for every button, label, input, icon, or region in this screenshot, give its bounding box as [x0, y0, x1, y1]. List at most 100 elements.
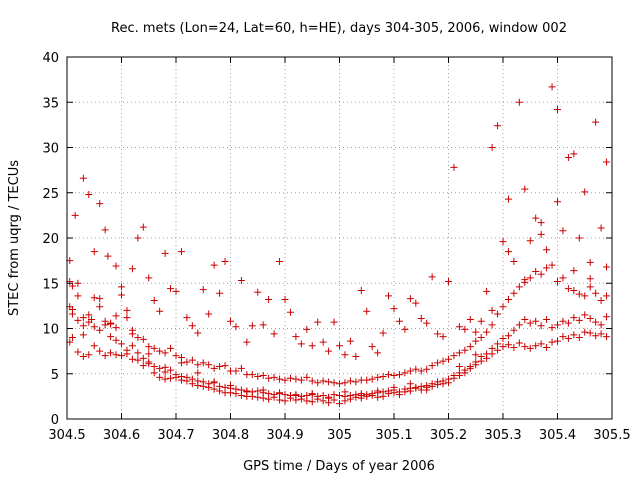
data-point	[543, 264, 551, 272]
data-point	[303, 373, 311, 381]
data-point	[406, 295, 414, 303]
data-point	[319, 338, 327, 346]
data-point	[603, 263, 611, 271]
data-point	[128, 355, 136, 363]
data-point	[401, 369, 409, 377]
data-point	[286, 308, 294, 316]
data-point	[297, 340, 305, 348]
data-point	[74, 316, 82, 324]
y-tick-label: 20	[42, 232, 59, 247]
data-point	[352, 353, 360, 361]
data-point	[145, 343, 153, 351]
data-point	[499, 334, 507, 342]
data-point	[515, 339, 523, 347]
data-point	[156, 307, 164, 315]
data-point	[346, 395, 354, 403]
data-point	[390, 372, 398, 380]
data-point	[521, 276, 529, 284]
y-tick-label: 35	[42, 96, 59, 111]
data-point	[194, 329, 202, 337]
data-point	[445, 355, 452, 363]
data-point	[194, 369, 202, 377]
data-points	[66, 83, 611, 408]
axis-ticks	[66, 56, 613, 420]
data-point	[559, 317, 567, 325]
data-point	[504, 341, 512, 349]
x-tick-label: 305.4	[539, 428, 576, 443]
data-point	[90, 342, 98, 350]
data-point	[96, 200, 104, 208]
data-point	[188, 380, 196, 388]
data-point	[265, 296, 273, 304]
data-point	[292, 375, 300, 383]
data-point	[254, 288, 262, 296]
data-point	[412, 365, 420, 373]
data-point	[139, 354, 147, 362]
data-point	[379, 392, 387, 400]
data-point	[281, 376, 289, 384]
data-point	[543, 315, 551, 323]
data-point	[199, 286, 207, 294]
data-point	[90, 294, 98, 302]
data-point	[428, 273, 436, 281]
data-point	[548, 83, 556, 91]
data-point	[161, 349, 169, 357]
data-point	[494, 346, 502, 354]
data-point	[112, 351, 120, 359]
data-point	[183, 314, 191, 322]
data-point	[74, 348, 82, 356]
data-point	[145, 350, 153, 358]
data-point	[428, 382, 436, 390]
data-point	[450, 374, 458, 382]
data-point	[581, 311, 589, 319]
data-point	[199, 382, 207, 390]
data-point	[581, 328, 589, 336]
data-point	[177, 376, 185, 384]
data-point	[363, 392, 371, 400]
data-point	[439, 377, 447, 385]
data-point	[172, 287, 180, 295]
data-point	[548, 324, 556, 332]
data-point	[221, 362, 229, 370]
data-point	[205, 310, 213, 318]
y-tick-label: 10	[42, 323, 59, 338]
data-point	[554, 337, 561, 345]
grid-lines	[67, 57, 612, 419]
data-point	[439, 357, 447, 365]
data-point	[232, 390, 240, 398]
data-point	[74, 292, 82, 300]
data-point	[412, 299, 420, 307]
data-point	[439, 333, 447, 341]
data-point	[586, 315, 594, 323]
data-point	[325, 347, 333, 355]
data-point	[237, 364, 245, 372]
data-point	[216, 387, 224, 395]
data-point	[504, 296, 512, 304]
data-point	[532, 342, 540, 350]
data-point	[483, 354, 491, 362]
data-point	[259, 321, 267, 329]
data-point	[161, 363, 169, 371]
data-point	[352, 393, 360, 401]
data-point	[488, 321, 496, 329]
data-point	[270, 330, 278, 338]
data-point	[548, 261, 556, 269]
data-point	[494, 340, 502, 348]
y-axis-label: STEC from uqrg / TECUs	[7, 160, 22, 316]
data-point	[248, 371, 256, 379]
data-point	[537, 322, 545, 330]
data-point	[243, 388, 251, 396]
data-point	[466, 364, 474, 372]
data-point	[510, 289, 518, 297]
data-point	[270, 393, 278, 401]
data-point	[248, 392, 256, 400]
data-point	[537, 270, 545, 278]
data-point	[363, 307, 371, 315]
data-point	[134, 349, 142, 357]
data-point	[379, 329, 387, 337]
data-point	[101, 321, 109, 329]
data-point	[336, 400, 343, 408]
data-point	[177, 359, 185, 367]
data-point	[123, 350, 131, 358]
